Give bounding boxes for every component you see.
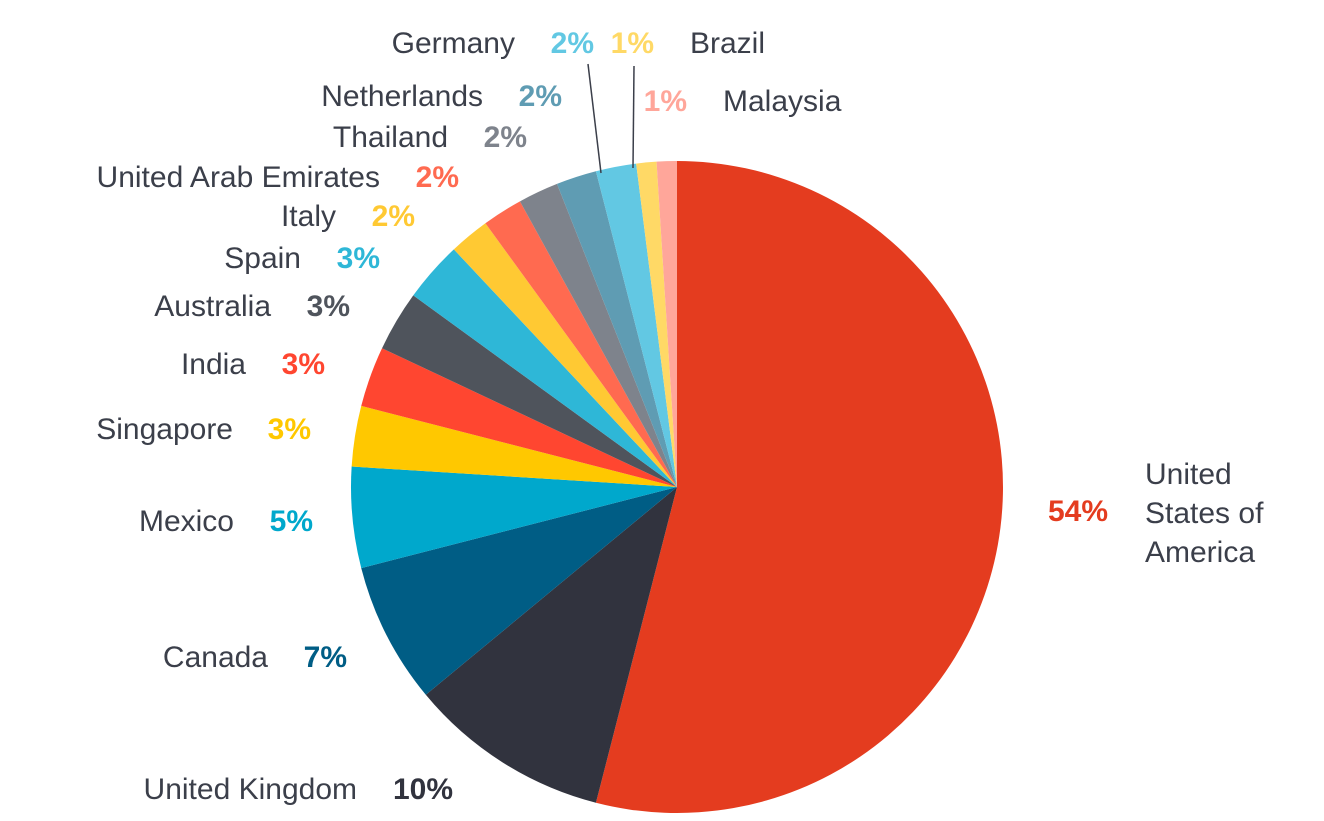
slice-pct-germany: 2% [551,27,594,60]
slice-pct-netherlands: 2% [519,80,562,113]
pie-slice-malaysia [656,161,677,487]
pie-slice-netherlands [556,171,677,488]
slice-label-netherlands: Netherlands [321,80,483,113]
pie-slice-italy [453,223,677,487]
slice-label-canada: Canada [163,641,268,674]
pie-slice-germany [595,163,677,487]
pie-slice-singapore [351,405,677,487]
slice-pct-italy: 2% [372,200,415,233]
slice-pct-canada: 7% [304,641,347,674]
slice-label-united-arab-emirates: United Arab Emirates [97,161,380,194]
slice-label-australia: Australia [154,290,271,323]
slice-label-mexico: Mexico [139,505,234,538]
slice-label-singapore: Singapore [96,413,233,446]
slice-pct-brazil: 1% [611,27,654,60]
slice-label-india: India [181,348,246,381]
slice-pct-australia: 3% [307,290,350,323]
slice-pct-spain: 3% [337,242,380,275]
pie-slice-thailand [519,183,677,487]
slice-label-brazil: Brazil [690,27,765,60]
slice-pct-united-arab-emirates: 2% [416,161,459,194]
leader-lines [587,63,635,174]
slice-labels: United States of America 54% United Kingdom 1… [96,27,1264,806]
slice-pct-singapore: 3% [268,413,311,446]
slice-label-germany: Germany [392,27,515,60]
slice-pct-united-kingdom: 10% [393,773,453,806]
slice-label-united-states-of-america: United States of America [1145,458,1264,569]
pie-slice-united-arab-emirates [485,201,677,487]
pie-slice-canada [361,487,677,695]
leader-line-brazil [632,65,635,169]
pie-slice-united-states-of-america [595,161,1003,814]
pie-slice-spain [413,249,677,487]
slice-pct-united-states-of-america: 54% [1048,495,1108,528]
pie-slice-australia [382,295,677,487]
pie-slice-india [361,348,677,487]
slice-label-spain: Spain [224,242,301,275]
pie-slice-mexico [350,466,677,569]
leader-line-germany [587,63,602,174]
slice-pct-mexico: 5% [270,505,313,538]
pie-slice-brazil [636,161,677,487]
slice-label-thailand: Thailand [333,121,448,154]
pie-slice-united-kingdom [425,487,677,803]
slice-label-italy: Italy [281,200,336,233]
slice-pct-india: 3% [282,348,325,381]
slice-label-malaysia: Malaysia [723,85,842,118]
slice-pct-thailand: 2% [484,121,527,154]
slice-pct-malaysia: 1% [644,85,687,118]
slice-label-united-kingdom: United Kingdom [144,773,357,806]
pie-slices [350,161,1003,814]
